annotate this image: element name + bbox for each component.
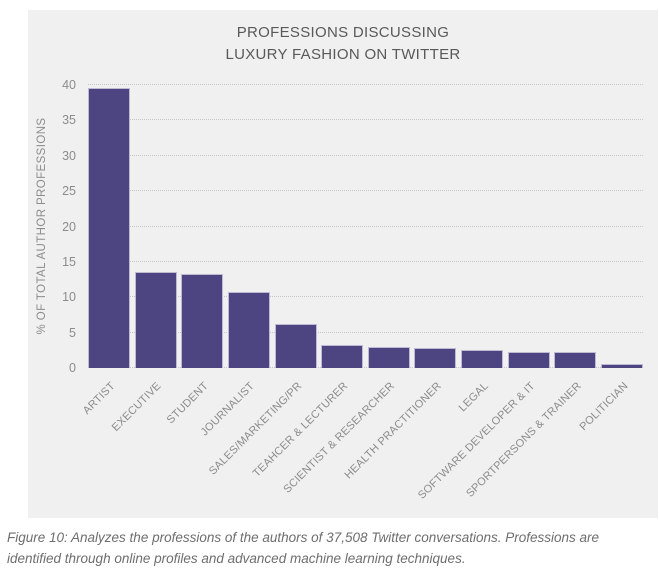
- bars-container: [88, 85, 643, 368]
- chart-title-line1: PROFESSIONS DISCUSSING: [236, 24, 450, 41]
- y-tick-label-0: 0: [69, 361, 76, 375]
- y-tick-label-35: 35: [62, 113, 76, 128]
- bar-legal: [461, 350, 503, 368]
- bar-student: [181, 273, 224, 368]
- gridline-y-10: [88, 296, 643, 298]
- bar-health-practitioner: [414, 348, 457, 368]
- bar-teahcer-lecturer: [321, 344, 364, 368]
- bar-politician: [600, 364, 643, 368]
- x-tick-label-teahcer-lecturer: TEAHCER & LECTURER: [251, 380, 351, 480]
- gridline-y-35: [88, 119, 643, 121]
- y-tick-label-40: 40: [62, 78, 76, 92]
- x-tick-label-artist: ARTIST: [80, 380, 118, 417]
- chart-title: PROFESSIONS DISCUSSING LUXURY FASHION ON…: [28, 22, 658, 66]
- gridline-y-0: [88, 367, 643, 368]
- chart-panel: PROFESSIONS DISCUSSING LUXURY FASHION ON…: [28, 10, 658, 518]
- gridline-y-5: [88, 331, 643, 333]
- y-tick-label-10: 10: [62, 290, 76, 305]
- y-tick-label-30: 30: [62, 148, 76, 163]
- y-tick-label-25: 25: [62, 184, 76, 199]
- bar-software-developer-it: [507, 351, 550, 368]
- x-tick-label-sales-marketing-pr: SALES/MARKETING/PR: [206, 380, 305, 478]
- chart-title-line2: LUXURY FASHION ON TWITTER: [225, 46, 461, 63]
- bar-scientist-researcher: [367, 346, 410, 368]
- x-tick-label-health-practitioner: HEALTH PRACTITIONER: [342, 380, 444, 482]
- y-tick-label-20: 20: [62, 219, 76, 234]
- y-tick-label-15: 15: [62, 254, 76, 269]
- bar-executive: [134, 271, 177, 368]
- gridline-y-30: [88, 154, 643, 156]
- bar-sales-marketing-pr: [274, 324, 317, 368]
- gridline-y-15: [88, 260, 643, 262]
- y-tick-label-5: 5: [69, 325, 76, 340]
- x-tick-label-student: STUDENT: [164, 380, 211, 427]
- gridline-y-20: [88, 225, 643, 227]
- gridline-y-25: [88, 190, 643, 192]
- gridline-y-40: [88, 84, 643, 85]
- plot-area: ARTIST EXECUTIVE STUDENT JOURNALIST SALES/MA…: [81, 84, 643, 502]
- bar-sportpersons-trainer: [554, 352, 597, 368]
- x-tick-label-politician: POLITICIAN: [577, 380, 631, 434]
- x-tick-label-executive: EXECUTIVE: [110, 380, 165, 434]
- figure-caption: Figure 10: Analyzes the professions of t…: [7, 530, 600, 566]
- x-tick-label-legal: LEGAL: [456, 380, 491, 415]
- bar-artist: [88, 87, 130, 368]
- bar-journalist: [227, 291, 270, 368]
